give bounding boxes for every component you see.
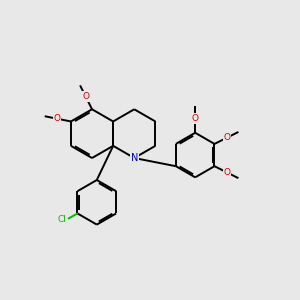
Text: Cl: Cl xyxy=(58,215,67,224)
Text: O: O xyxy=(53,114,60,123)
Text: O: O xyxy=(224,168,231,177)
Text: O: O xyxy=(192,114,199,123)
Text: O: O xyxy=(224,133,231,142)
Text: O: O xyxy=(82,92,89,101)
Text: N: N xyxy=(130,153,138,163)
